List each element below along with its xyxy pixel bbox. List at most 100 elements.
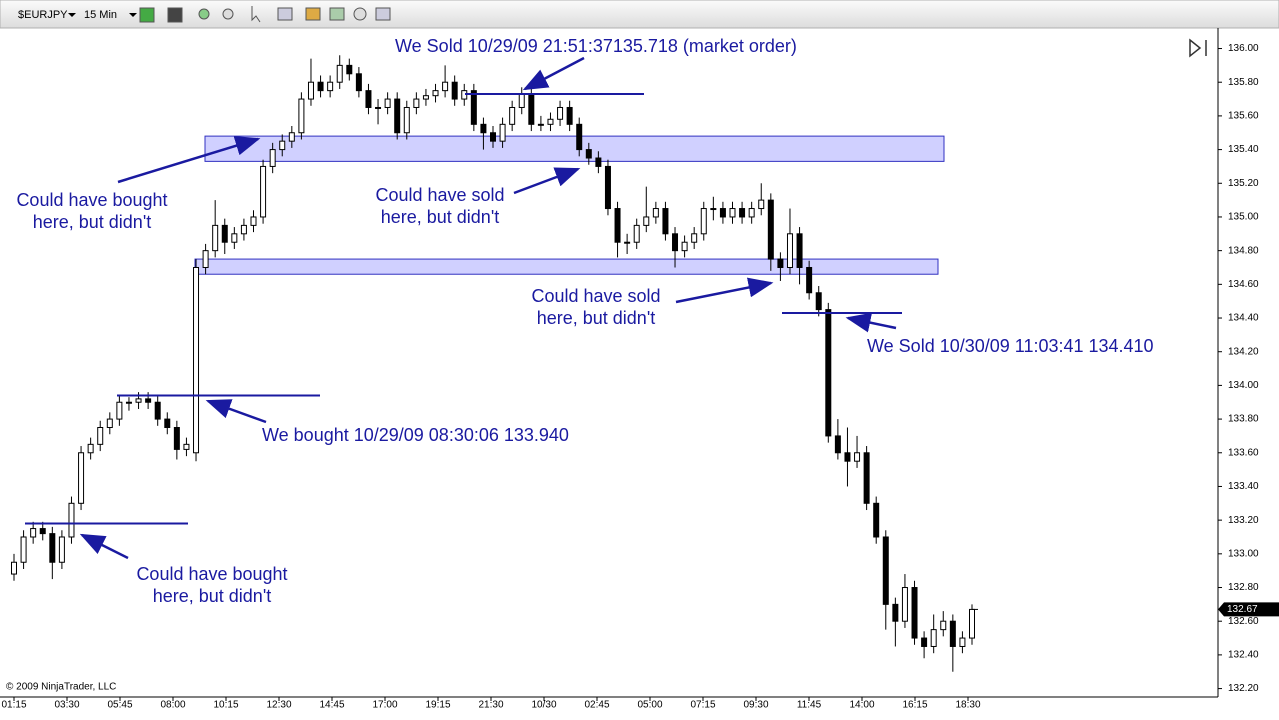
candle-body <box>518 93 525 108</box>
x-tick-label: 10/30 <box>531 700 556 711</box>
candle-body <box>11 561 17 575</box>
candle-body <box>30 528 37 538</box>
interval[interactable]: 15 Min <box>84 9 117 21</box>
candle-body <box>767 199 774 260</box>
candle-body <box>375 106 382 109</box>
x-tick-label: 18:30 <box>955 700 980 711</box>
y-tick-label: 135.00 <box>1228 212 1259 223</box>
candle-body <box>164 418 171 429</box>
x-tick-label: 14:00 <box>849 700 874 711</box>
y-tick-label: 135.40 <box>1228 144 1259 155</box>
candle-body <box>662 208 669 235</box>
candle-body <box>499 123 506 142</box>
candle-body <box>700 208 707 235</box>
candle-body <box>221 224 228 243</box>
candle-body <box>624 241 631 244</box>
candle-body <box>854 452 861 462</box>
candle-body <box>537 123 544 126</box>
candle-body <box>403 106 410 134</box>
candle-body <box>834 435 841 454</box>
candle-body <box>240 224 247 235</box>
candle-body <box>911 587 918 639</box>
candle-body <box>729 208 736 218</box>
candle-body <box>20 536 27 563</box>
candle-body <box>882 536 889 605</box>
candle-body <box>604 165 611 210</box>
candle-body <box>614 208 621 243</box>
x-tick-label: 05:45 <box>107 700 132 711</box>
annotation: We bought 10/29/09 08:30:06 133.940 <box>262 425 569 445</box>
candle-body <box>202 250 209 268</box>
toolbar <box>0 0 1279 29</box>
x-tick-label: 08:00 <box>160 700 185 711</box>
annotation: Could have bought <box>16 190 167 210</box>
candle-body <box>901 587 908 622</box>
candle-body <box>930 629 937 647</box>
candle-body <box>260 165 267 218</box>
y-tick-label: 132.80 <box>1228 582 1259 593</box>
candle-body <box>825 309 832 437</box>
toolbar-icons[interactable] <box>139 6 391 23</box>
annotation: We Sold 10/29/09 21:51:37135.718 (market… <box>395 36 797 56</box>
dropdown-arrow[interactable] <box>129 13 137 17</box>
candle-body <box>212 224 219 252</box>
y-tick-label: 135.60 <box>1228 111 1259 122</box>
candle-body <box>145 398 152 403</box>
candle-body <box>442 81 449 92</box>
candle-body <box>681 241 688 252</box>
y-tick-label: 134.00 <box>1228 380 1259 391</box>
x-tick-label: 19:15 <box>425 700 450 711</box>
candle-body <box>796 233 803 268</box>
y-tick-label: 132.20 <box>1228 683 1259 694</box>
dropdown-arrow[interactable] <box>68 13 76 17</box>
x-tick-label: 10:15 <box>213 700 238 711</box>
candle-body <box>863 452 870 504</box>
candle-body <box>307 81 314 100</box>
candle-body <box>49 533 56 563</box>
x-tick-label: 03:30 <box>54 700 79 711</box>
instrument[interactable]: $EURJPY <box>18 9 68 21</box>
y-tick-label: 133.80 <box>1228 414 1259 425</box>
candle-body <box>652 208 659 218</box>
candle-body <box>940 620 947 631</box>
candle-body <box>58 536 65 563</box>
candle-body <box>921 637 928 647</box>
candle-body <box>490 132 496 142</box>
candle-body <box>528 93 535 125</box>
candle-body <box>892 603 899 622</box>
candle-body <box>480 123 487 134</box>
candle-body <box>269 149 276 167</box>
scroll-end-button[interactable] <box>1189 38 1207 58</box>
candle-body <box>193 266 200 454</box>
y-tick-label: 134.40 <box>1228 313 1259 324</box>
candle-body <box>595 157 602 167</box>
candle-body <box>710 208 717 211</box>
candle-body <box>384 98 391 108</box>
candle-body <box>154 401 161 420</box>
y-tick-label: 135.20 <box>1228 178 1259 189</box>
candle-body <box>39 528 46 535</box>
candle-body <box>279 140 286 151</box>
candle-body <box>183 443 190 450</box>
y-tick-label: 134.80 <box>1228 245 1259 256</box>
candle-body <box>777 258 784 268</box>
candle-body <box>250 216 257 226</box>
candle-body <box>470 90 477 125</box>
candle-body <box>298 98 305 134</box>
y-tick-label: 133.20 <box>1228 515 1259 526</box>
candle-body <box>116 401 123 420</box>
candle-body <box>355 73 362 92</box>
candle-body <box>231 233 238 243</box>
y-tick-label: 133.00 <box>1228 548 1259 559</box>
x-tick-label: 05:00 <box>637 700 662 711</box>
last-price-label: 132.67 <box>1227 604 1258 615</box>
candle-body <box>451 81 458 100</box>
zone <box>204 135 945 162</box>
candle-body <box>125 401 132 404</box>
candle-body <box>949 620 956 647</box>
y-tick-label: 134.60 <box>1228 279 1259 290</box>
candle-body <box>346 64 353 75</box>
candle-body <box>135 398 142 403</box>
